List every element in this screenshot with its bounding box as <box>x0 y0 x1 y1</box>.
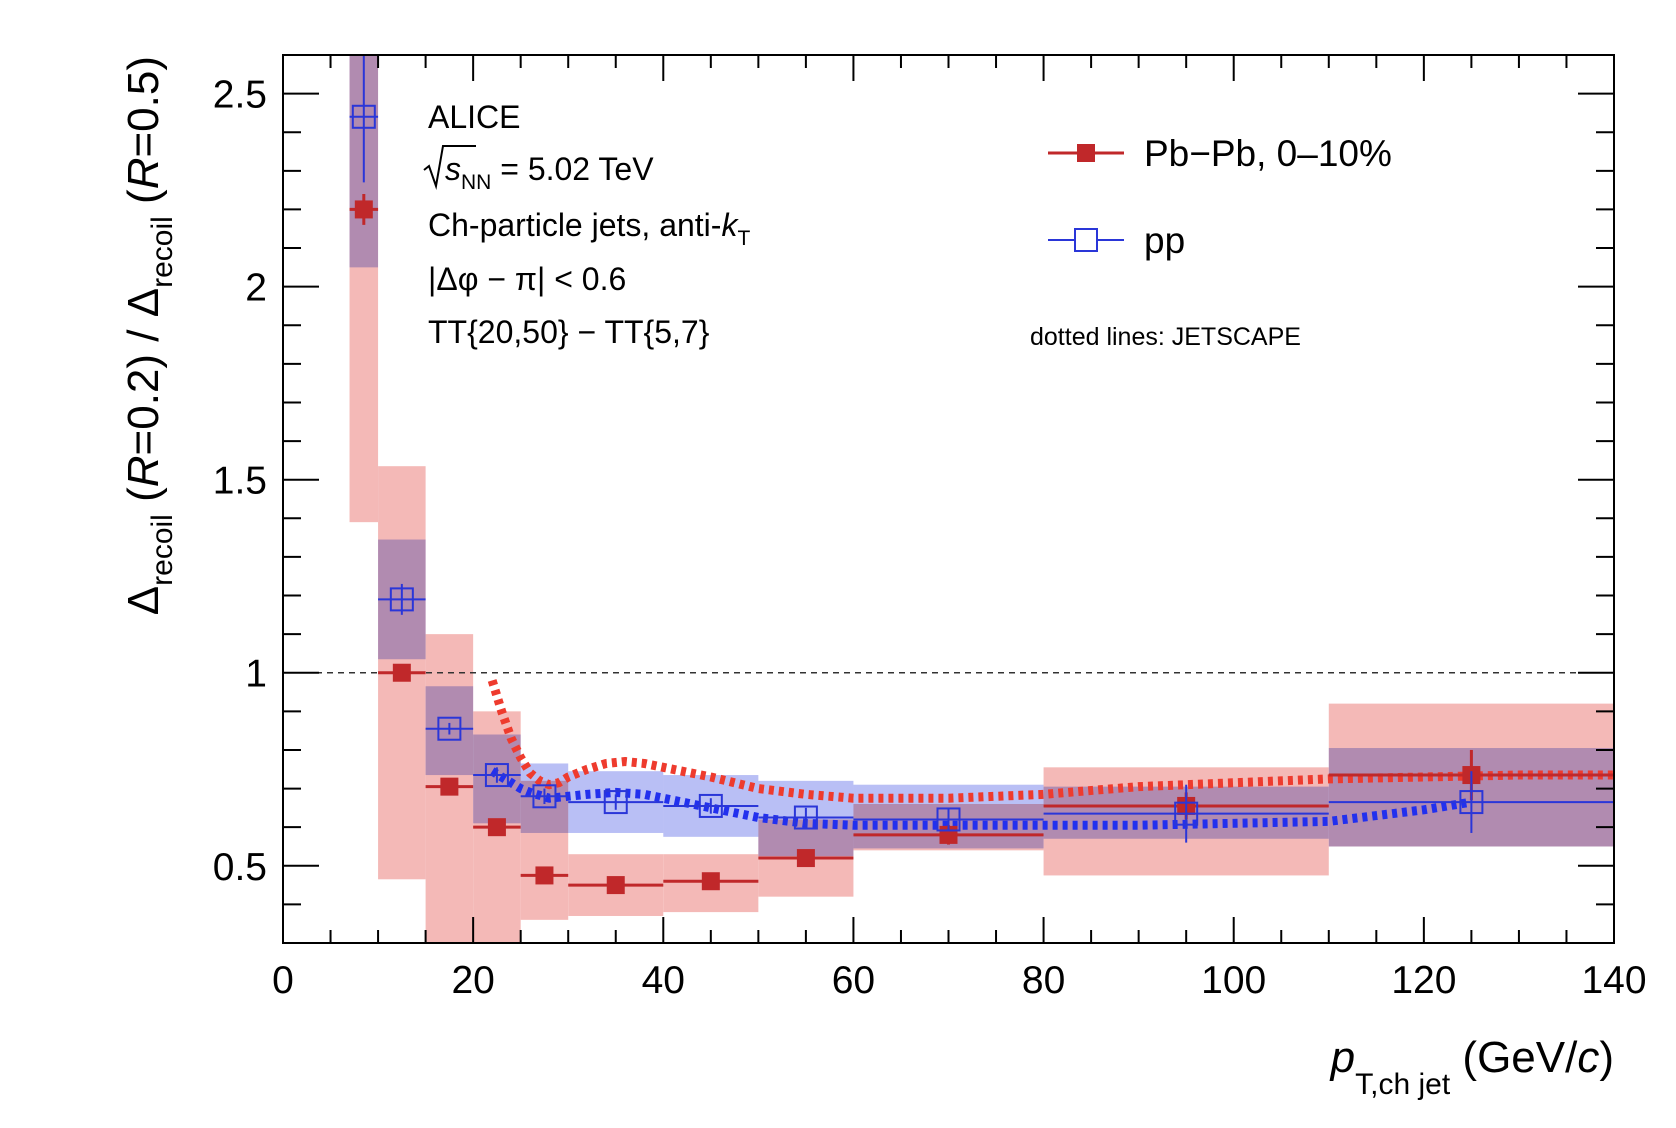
pp-point-3 <box>473 763 521 788</box>
x-tick-label-140: 140 <box>1581 959 1646 1002</box>
pbpb-point-5 <box>568 876 664 895</box>
pbpb-marker-7 <box>796 849 815 868</box>
pbpb-marker-4 <box>535 866 554 885</box>
sqrt-sign-icon <box>423 145 476 190</box>
y-tick-label-1: 1 <box>245 653 267 696</box>
pp-point-0 <box>349 55 379 183</box>
pp-marker-10 <box>1459 790 1484 815</box>
x-tick-label-80: 80 <box>1022 959 1065 1002</box>
pp-marker-4 <box>532 784 557 809</box>
pbpb-marker-0 <box>354 200 373 219</box>
jetscape-curves <box>487 679 1614 830</box>
pp-marker-2 <box>437 716 462 741</box>
y-tick-label-0: 0.5 <box>213 846 267 889</box>
pbpb-point-0 <box>349 193 379 225</box>
y-tick-label-3: 2 <box>245 267 267 310</box>
data-points <box>349 55 1614 895</box>
pbpb-point-1 <box>378 663 426 682</box>
pp-point-8 <box>853 807 1044 832</box>
pbpb-point-6 <box>663 872 759 891</box>
x-tick-label-20: 20 <box>451 959 494 1002</box>
pp-point-6 <box>663 793 759 818</box>
pp-marker-8 <box>936 807 961 832</box>
x-tick-label-100: 100 <box>1201 959 1266 1002</box>
dphi-label: |Δφ − π| < 0.6 <box>428 261 626 297</box>
pp-marker-9 <box>1174 801 1199 826</box>
pbpb-marker-6 <box>701 872 720 891</box>
pp-point-9 <box>1043 784 1329 843</box>
legend-pbpb-marker <box>1077 144 1095 162</box>
svg-text:sNN = 5.02 TeV: sNN = 5.02 TeV <box>445 151 654 194</box>
pp-marker-1 <box>389 587 414 612</box>
x-tick-label-40: 40 <box>642 959 685 1002</box>
legend-pp-label: pp <box>1144 220 1185 261</box>
pp-point-5 <box>568 790 664 815</box>
pp-marker-3 <box>484 763 509 788</box>
legend-item-pbpb: Pb−Pb, 0–10% <box>1048 133 1392 174</box>
pp-marker-7 <box>793 805 818 830</box>
pbpb-marker-3 <box>487 818 506 837</box>
pp-marker-5 <box>603 790 628 815</box>
pbpb-point-7 <box>758 849 854 868</box>
pp-marker-0 <box>351 104 376 129</box>
experiment-label: ALICE <box>428 99 520 135</box>
x-axis-title: pT,ch jet (GeV/c) <box>1329 1033 1614 1101</box>
axis-ticks: 0 20 40 60 80 100 120 140 0.5 1 1.5 2 2.5 <box>213 54 1647 1002</box>
legend-pbpb-label: Pb−Pb, 0–10% <box>1144 133 1392 174</box>
pp-marker-6 <box>698 793 723 818</box>
pbpb-point-4 <box>520 866 569 885</box>
pbpb-marker-5 <box>606 876 625 895</box>
pbpb-point-3 <box>473 818 521 837</box>
y-axis-title: Δrecoil (R=0.2) / Δrecoil (R=0.5) <box>119 56 179 615</box>
legend: Pb−Pb, 0–10% pp <box>1048 133 1392 261</box>
legend-pp-marker <box>1074 228 1098 252</box>
pp-jetscape-curve <box>489 767 1473 830</box>
pp-point-1 <box>378 583 426 615</box>
y-tick-label-2: 1.5 <box>213 460 267 503</box>
model-note: dotted lines: JETSCAPE <box>1030 323 1301 351</box>
pbpb-marker-1 <box>392 663 411 682</box>
x-tick-label-120: 120 <box>1391 959 1456 1002</box>
x-tick-label-0: 0 <box>272 959 294 1002</box>
pp-point-2 <box>425 716 474 741</box>
annotation-block: ALICE sNN = 5.02 TeV Ch-particle jets, a… <box>423 99 1301 351</box>
legend-item-pp: pp <box>1048 220 1185 261</box>
pbpb-point-2 <box>425 777 474 796</box>
jets-label: Ch-particle jets, anti-kT <box>428 207 750 250</box>
pp-point-4 <box>520 784 569 809</box>
pp-point-10 <box>1328 771 1614 833</box>
y-tick-label-4: 2.5 <box>213 74 267 117</box>
pp-point-7 <box>758 805 854 830</box>
energy-label: sNN = 5.02 TeV <box>423 145 654 194</box>
pbpb-marker-2 <box>440 777 459 796</box>
tt-label: TT{20,50} − TT{5,7} <box>428 314 710 350</box>
x-tick-label-60: 60 <box>832 959 875 1002</box>
